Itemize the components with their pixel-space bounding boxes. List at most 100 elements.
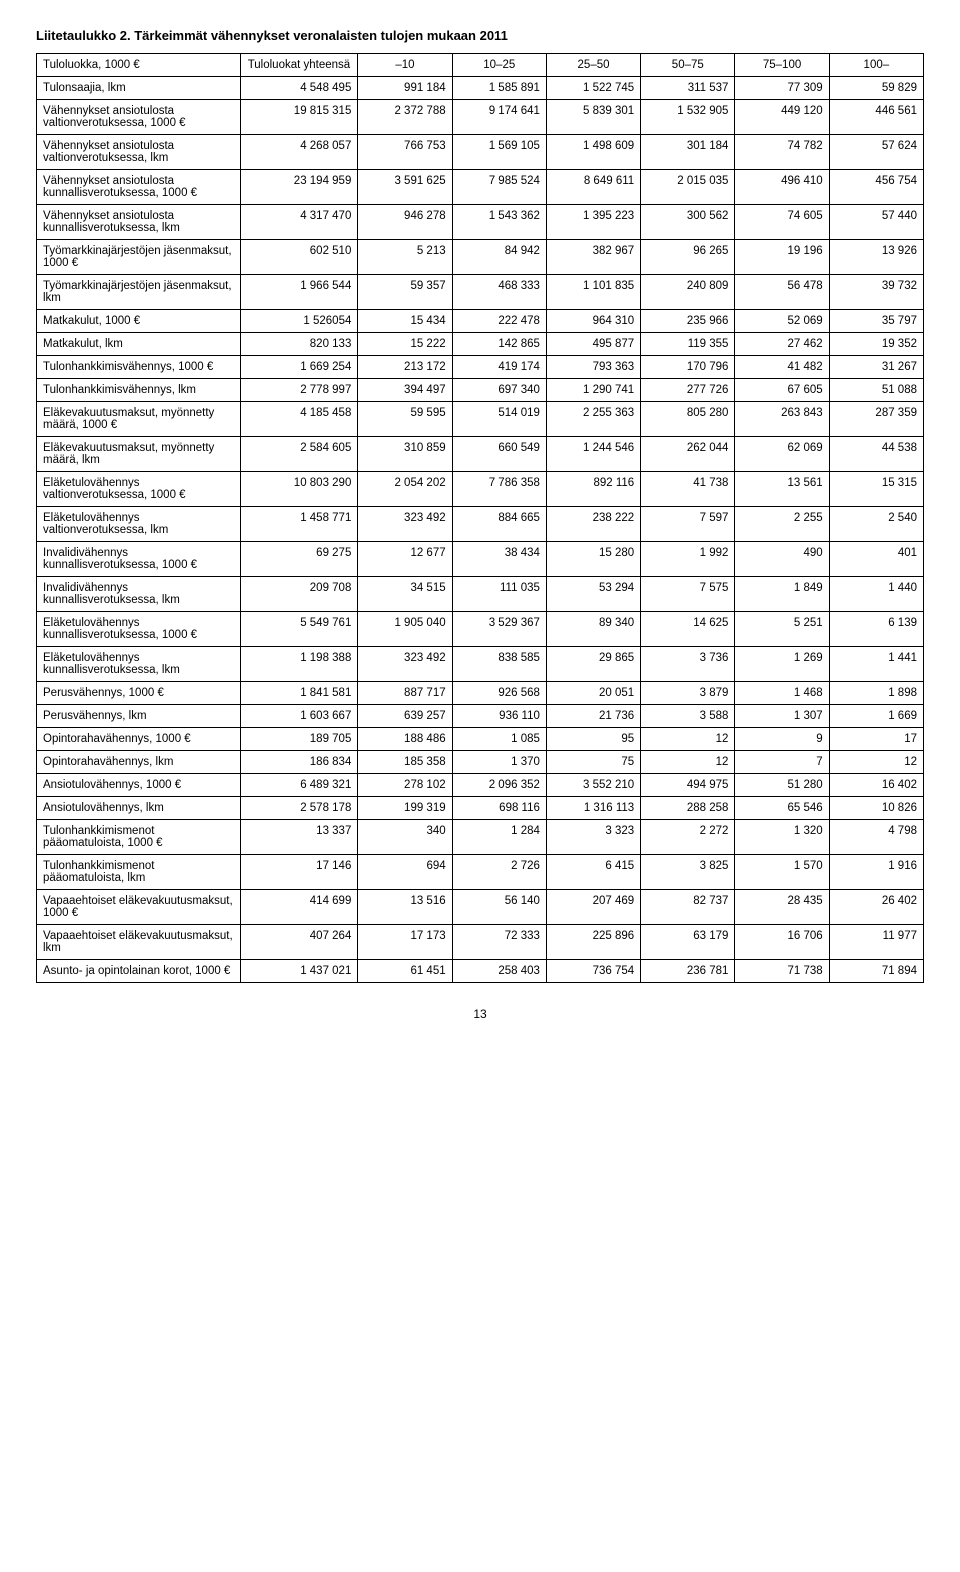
table-row: Tulonhankkimismenot pääomatuloista, lkm1… [37, 855, 924, 890]
cell-value: 2 255 [735, 507, 829, 542]
header-col-1: 10–25 [452, 54, 546, 77]
cell-value: 235 966 [641, 310, 735, 333]
cell-value: 3 529 367 [452, 612, 546, 647]
cell-value: 12 [829, 751, 923, 774]
cell-value: 1 437 021 [240, 960, 358, 983]
cell-value: 6 415 [546, 855, 640, 890]
row-label: Matkakulut, 1000 € [37, 310, 241, 333]
cell-value: 2 540 [829, 507, 923, 542]
cell-value: 15 280 [546, 542, 640, 577]
table-title: Liitetaulukko 2. Tärkeimmät vähennykset … [36, 28, 924, 43]
cell-value: 170 796 [641, 356, 735, 379]
cell-value: 9 [735, 728, 829, 751]
cell-value: 12 [641, 728, 735, 751]
cell-value: 12 677 [358, 542, 452, 577]
cell-value: 1 905 040 [358, 612, 452, 647]
row-label: Perusvähennys, 1000 € [37, 682, 241, 705]
cell-value: 38 434 [452, 542, 546, 577]
cell-value: 142 865 [452, 333, 546, 356]
cell-value: 3 879 [641, 682, 735, 705]
cell-value: 1 085 [452, 728, 546, 751]
row-label: Opintorahavähennys, lkm [37, 751, 241, 774]
cell-value: 766 753 [358, 135, 452, 170]
cell-value: 84 942 [452, 240, 546, 275]
cell-value: 222 478 [452, 310, 546, 333]
row-label: Ansiotulovähennys, 1000 € [37, 774, 241, 797]
cell-value: 41 482 [735, 356, 829, 379]
cell-value: 991 184 [358, 77, 452, 100]
cell-value: 287 359 [829, 402, 923, 437]
cell-value: 1 198 388 [240, 647, 358, 682]
row-label: Vähennykset ansiotulosta valtionverotuks… [37, 100, 241, 135]
cell-value: 238 222 [546, 507, 640, 542]
cell-value: 7 786 358 [452, 472, 546, 507]
cell-value: 13 926 [829, 240, 923, 275]
header-total: Tuloluokat yhteensä [240, 54, 358, 77]
cell-value: 34 515 [358, 577, 452, 612]
cell-value: 59 357 [358, 275, 452, 310]
cell-value: 67 605 [735, 379, 829, 402]
cell-value: 2 015 035 [641, 170, 735, 205]
row-label: Eläkevakuutusmaksut, myönnetty määrä, lk… [37, 437, 241, 472]
header-rowlabel: Tuloluokka, 1000 € [37, 54, 241, 77]
cell-value: 694 [358, 855, 452, 890]
cell-value: 63 179 [641, 925, 735, 960]
cell-value: 20 051 [546, 682, 640, 705]
row-label: Vapaaehtoiset eläkevakuutusmaksut, lkm [37, 925, 241, 960]
cell-value: 1 468 [735, 682, 829, 705]
cell-value: 4 548 495 [240, 77, 358, 100]
cell-value: 1 269 [735, 647, 829, 682]
cell-value: 1 441 [829, 647, 923, 682]
cell-value: 805 280 [641, 402, 735, 437]
cell-value: 1 458 771 [240, 507, 358, 542]
cell-value: 660 549 [452, 437, 546, 472]
cell-value: 111 035 [452, 577, 546, 612]
cell-value: 1 966 544 [240, 275, 358, 310]
cell-value: 6 139 [829, 612, 923, 647]
cell-value: 456 754 [829, 170, 923, 205]
cell-value: 697 340 [452, 379, 546, 402]
cell-value: 1 244 546 [546, 437, 640, 472]
table-row: Vähennykset ansiotulosta valtionverotuks… [37, 135, 924, 170]
cell-value: 1 841 581 [240, 682, 358, 705]
cell-value: 936 110 [452, 705, 546, 728]
cell-value: 5 549 761 [240, 612, 358, 647]
cell-value: 56 478 [735, 275, 829, 310]
cell-value: 19 352 [829, 333, 923, 356]
cell-value: 382 967 [546, 240, 640, 275]
cell-value: 82 737 [641, 890, 735, 925]
cell-value: 35 797 [829, 310, 923, 333]
table-row: Tulonhankkimisvähennys, 1000 €1 669 2542… [37, 356, 924, 379]
cell-value: 199 319 [358, 797, 452, 820]
cell-value: 394 497 [358, 379, 452, 402]
header-row: Tuloluokka, 1000 € Tuloluokat yhteensä –… [37, 54, 924, 77]
cell-value: 278 102 [358, 774, 452, 797]
cell-value: 71 894 [829, 960, 923, 983]
deductions-table: Tuloluokka, 1000 € Tuloluokat yhteensä –… [36, 53, 924, 983]
cell-value: 419 174 [452, 356, 546, 379]
cell-value: 639 257 [358, 705, 452, 728]
row-label: Vähennykset ansiotulosta valtionverotuks… [37, 135, 241, 170]
cell-value: 213 172 [358, 356, 452, 379]
cell-value: 414 699 [240, 890, 358, 925]
cell-value: 964 310 [546, 310, 640, 333]
cell-value: 15 315 [829, 472, 923, 507]
cell-value: 323 492 [358, 507, 452, 542]
cell-value: 820 133 [240, 333, 358, 356]
cell-value: 258 403 [452, 960, 546, 983]
cell-value: 1 603 667 [240, 705, 358, 728]
cell-value: 96 265 [641, 240, 735, 275]
cell-value: 1 395 223 [546, 205, 640, 240]
cell-value: 51 280 [735, 774, 829, 797]
cell-value: 1 284 [452, 820, 546, 855]
cell-value: 311 537 [641, 77, 735, 100]
cell-value: 3 591 625 [358, 170, 452, 205]
cell-value: 1 585 891 [452, 77, 546, 100]
cell-value: 1 669 254 [240, 356, 358, 379]
cell-value: 3 323 [546, 820, 640, 855]
cell-value: 69 275 [240, 542, 358, 577]
cell-value: 186 834 [240, 751, 358, 774]
row-label: Vapaaehtoiset eläkevakuutusmaksut, 1000 … [37, 890, 241, 925]
cell-value: 1 101 835 [546, 275, 640, 310]
cell-value: 288 258 [641, 797, 735, 820]
